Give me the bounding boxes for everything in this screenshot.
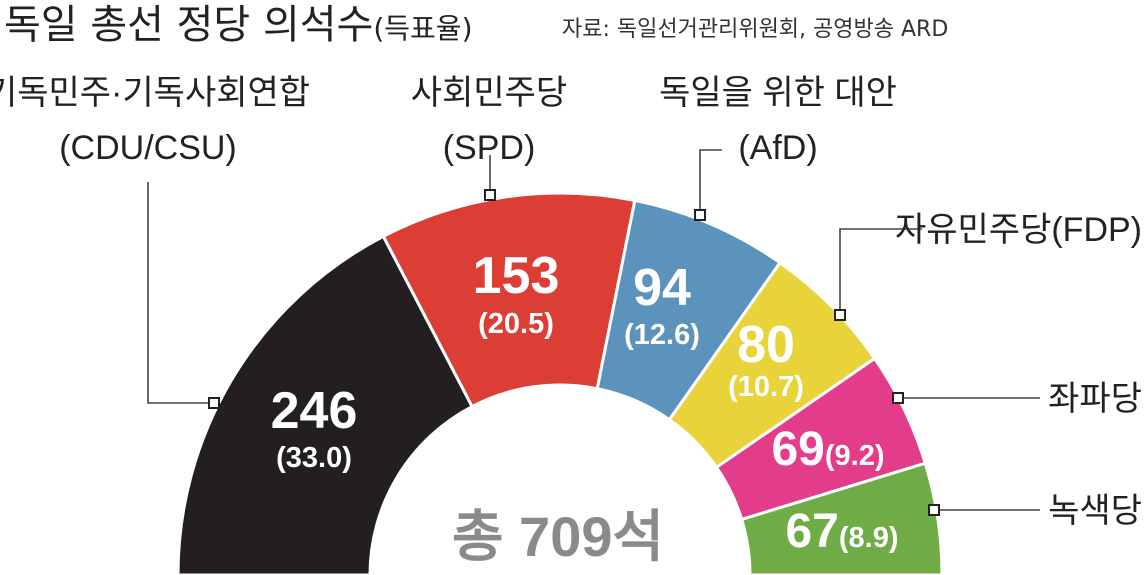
seat-value-cdu: 246 (271, 382, 358, 440)
chart-title: 독일 총선 정당 의석수(득표율) (4, 2, 473, 48)
pct-value-linke: (9.2) (825, 440, 885, 472)
chart-source: 자료: 독일선거관리위원회, 공영방송 ARD (562, 17, 948, 42)
party-abbr-afd: (AfD) (738, 129, 817, 167)
party-label-spd: 사회민주당 (411, 74, 567, 112)
seat-value-linke: 69 (771, 423, 824, 476)
chart-title-main: 독일 총선 정당 의석수 (4, 2, 373, 48)
leader-line-afd (699, 149, 722, 214)
marker-greens (928, 504, 940, 516)
leader-markers (208, 189, 940, 516)
marker-afd (694, 209, 706, 221)
pct-value-cdu: (33.0) (276, 442, 352, 474)
party-label-greens: 녹색당 (1048, 492, 1142, 530)
party-abbr-spd: (SPD) (443, 129, 536, 167)
marker-linke (892, 392, 904, 404)
segment-values: 246 (33.0) 153 (20.5) 94 (12.6) 80 (10.7… (271, 247, 899, 558)
value-line-linke: 69(9.2) (771, 423, 884, 476)
marker-spd (484, 189, 496, 201)
pct-value-fdp: (10.7) (728, 371, 804, 403)
seat-value-greens: 67 (785, 505, 838, 558)
segment-greens (739, 461, 944, 575)
leader-line-fdp (839, 228, 922, 314)
total-seats-label: 총 709석 (452, 505, 664, 568)
party-abbr-cdu: (CDU/CSU) (59, 129, 237, 167)
chart-title-suffix: (득표율) (373, 12, 472, 45)
pct-value-spd: (20.5) (478, 308, 554, 340)
seat-value-afd: 94 (633, 259, 691, 317)
party-label-cdu: 기독민주·기독사회연합 (0, 74, 310, 112)
marker-cdu (208, 397, 220, 409)
seat-value-fdp: 80 (737, 316, 795, 374)
marker-fdp (834, 309, 846, 321)
leader-lines (147, 149, 1040, 511)
pct-value-afd: (12.6) (624, 319, 700, 351)
pct-value-greens: (8.9) (839, 522, 899, 554)
value-line-greens: 67(8.9) (785, 505, 898, 558)
seat-value-spd: 153 (473, 247, 560, 305)
party-label-afd: 독일을 위한 대안 (659, 74, 897, 112)
party-labels: 기독민주·기독사회연합 (CDU/CSU) 사회민주당 (SPD) 독일을 위한… (0, 74, 1142, 530)
segment-cdu (176, 234, 475, 575)
semicircle-segments (176, 191, 944, 575)
party-label-fdp: 자유민주당(FDP) (895, 211, 1142, 249)
leader-line-cdu (147, 182, 214, 404)
party-label-linke: 좌파당 (1048, 380, 1142, 418)
